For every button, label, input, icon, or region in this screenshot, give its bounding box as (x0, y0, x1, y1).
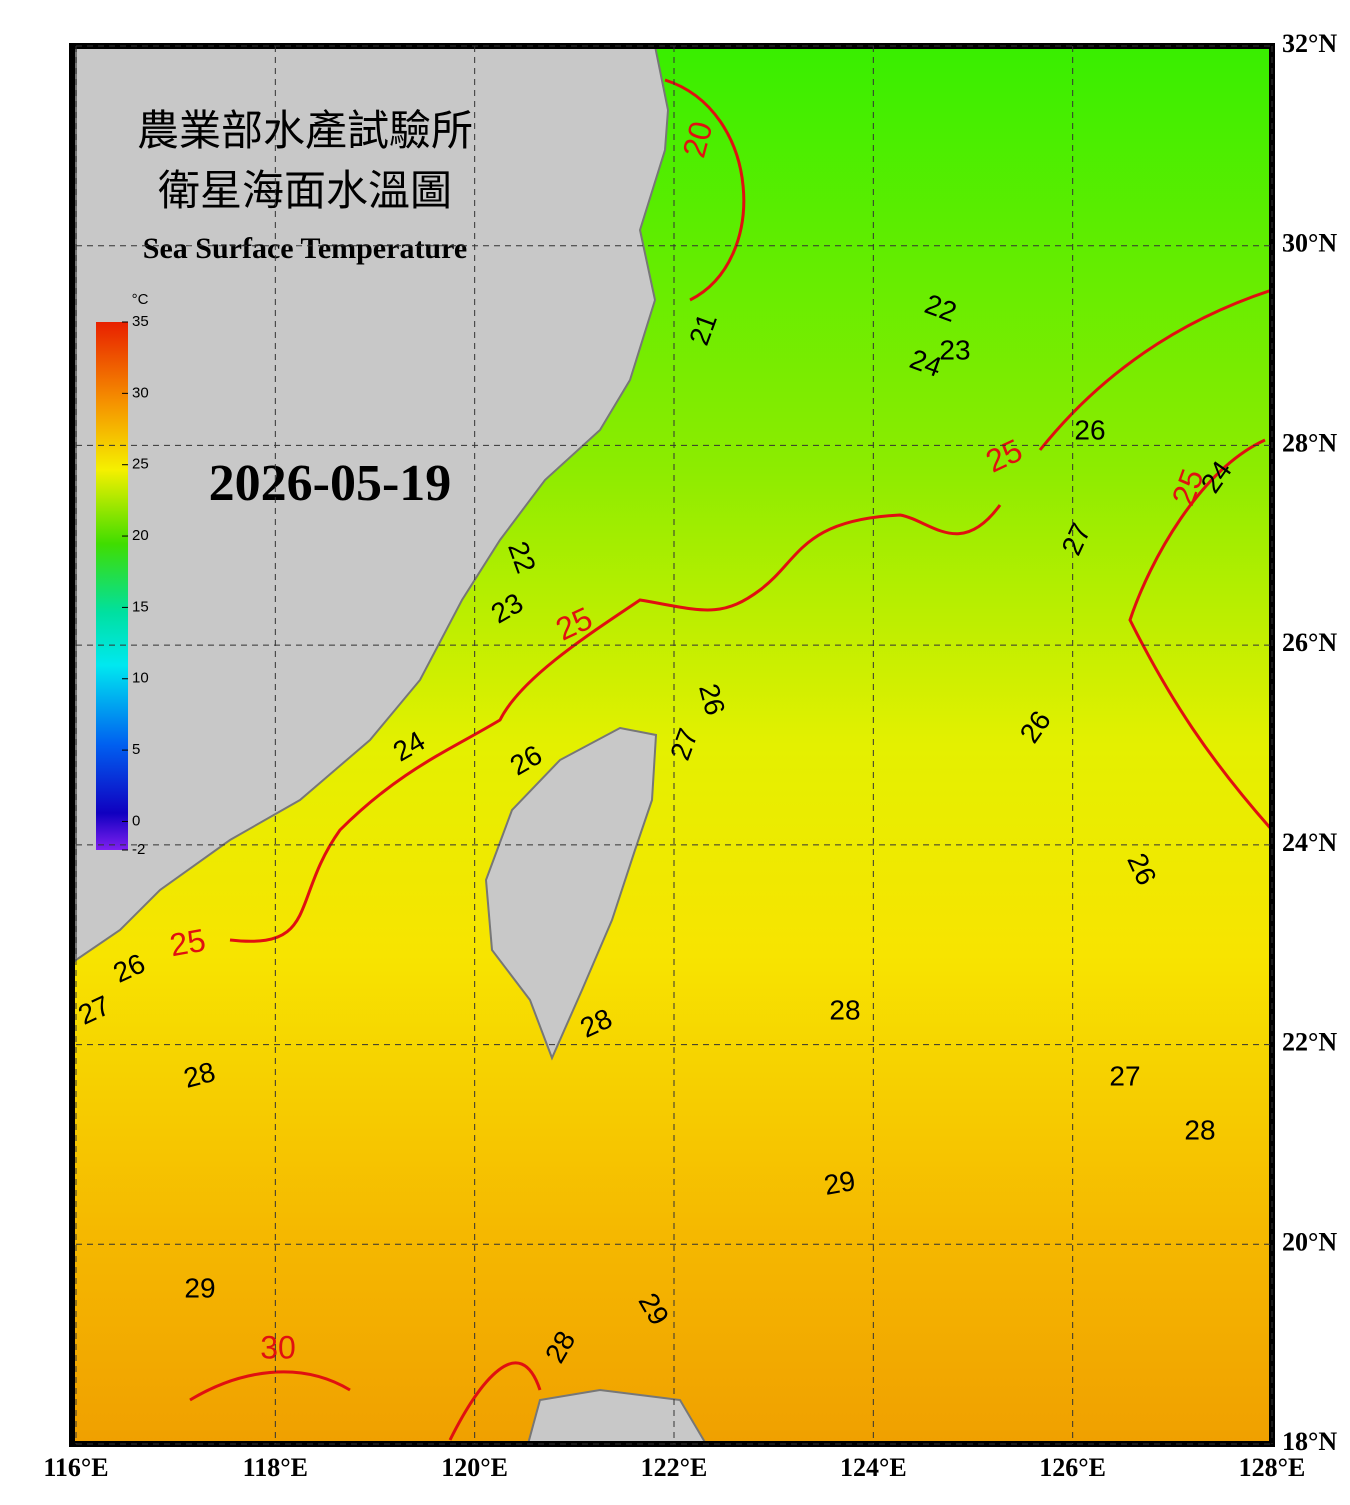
lat-label: 24°N (1282, 828, 1337, 857)
title-zh: 農業部水產試驗所 (137, 108, 473, 155)
contour-label: 30 (260, 1329, 296, 1365)
contour-label: 28 (829, 994, 860, 1025)
title-en: Sea Surface Temperature (143, 232, 467, 265)
contour-label: 29 (184, 1272, 215, 1303)
lat-label: 18°N (1282, 1427, 1337, 1456)
colorbar-tick-label: 0 (132, 812, 140, 829)
contour-label: 25 (167, 922, 208, 964)
colorbar-tick-label: 20 (132, 527, 149, 544)
contour-label: 26 (1074, 414, 1105, 445)
colorbar-tick-label: 10 (132, 670, 149, 687)
colorbar-tick-label: 15 (132, 598, 149, 615)
colorbar-unit: °C (132, 291, 149, 308)
colorbar-tick-label: 25 (132, 456, 149, 473)
contour-label: 28 (1184, 1114, 1215, 1145)
contour-line (189, 1361, 542, 1441)
lon-label: 118°E (243, 1453, 308, 1482)
lon-label: 128°E (1239, 1453, 1306, 1482)
colorbar-tick-label: 5 (132, 741, 140, 758)
mainland (75, 45, 670, 962)
contour-label: 23 (939, 334, 970, 365)
colorbar (96, 322, 128, 850)
colorbar-tick-label: 30 (132, 384, 149, 401)
contour-line (664, 78, 746, 302)
contour-line (1128, 438, 1274, 831)
lon-label: 126°E (1039, 1453, 1106, 1482)
lat-label: 32°N (1282, 29, 1337, 58)
lon-label: 116°E (43, 1453, 108, 1482)
date: 2026-05-19 (209, 455, 452, 512)
lat-label: 30°N (1282, 229, 1337, 258)
lat-label: 22°N (1282, 1028, 1337, 1057)
taiwan (484, 726, 658, 1061)
colorbar-tick-label: 35 (132, 313, 149, 330)
lon-label: 124°E (840, 1453, 907, 1482)
colorbar-tick-label: -2 (132, 841, 145, 858)
contour-label: 29 (822, 1165, 858, 1201)
lat-label: 20°N (1282, 1227, 1337, 1256)
lat-label: 28°N (1282, 428, 1337, 457)
contour-label: 27 (1109, 1060, 1140, 1091)
lon-label: 122°E (641, 1453, 708, 1482)
lat-label: 26°N (1282, 628, 1337, 657)
contour-line (229, 288, 1273, 943)
lon-label: 120°E (441, 1453, 508, 1482)
title-zh: 衛星海面水溫圖 (158, 169, 452, 215)
